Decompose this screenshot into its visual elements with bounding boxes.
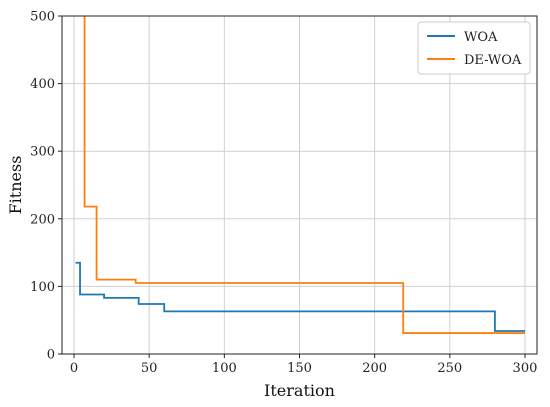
x-tick-label: 0 <box>70 361 78 376</box>
x-tick-label: 300 <box>513 361 538 376</box>
legend: WOA DE-WOA <box>417 21 531 75</box>
x-axis-label: Iteration <box>264 381 335 400</box>
y-tick-label: 400 <box>30 77 55 92</box>
y-tick-label: 300 <box>30 145 55 160</box>
y-tick-label: 500 <box>30 10 55 25</box>
series-group <box>75 16 525 334</box>
y-tick-label: 100 <box>30 280 55 295</box>
y-axis-label: Fitness <box>6 156 25 215</box>
series-line-woa <box>75 261 525 332</box>
y-tick-label: 200 <box>30 212 55 227</box>
axis-ticks: 0 50 100 150 200 250 300 0 100 200 300 400 500 <box>30 10 537 377</box>
legend-label-woa: WOA <box>464 30 498 45</box>
y-tick-label: 0 <box>47 348 55 363</box>
x-tick-label: 50 <box>141 361 158 376</box>
x-tick-label: 250 <box>437 361 462 376</box>
x-tick-label: 100 <box>212 361 237 376</box>
series-line-de-woa <box>83 16 525 334</box>
x-tick-label: 200 <box>362 361 387 376</box>
legend-label-de-woa: DE-WOA <box>464 53 522 68</box>
x-tick-label: 150 <box>287 361 312 376</box>
